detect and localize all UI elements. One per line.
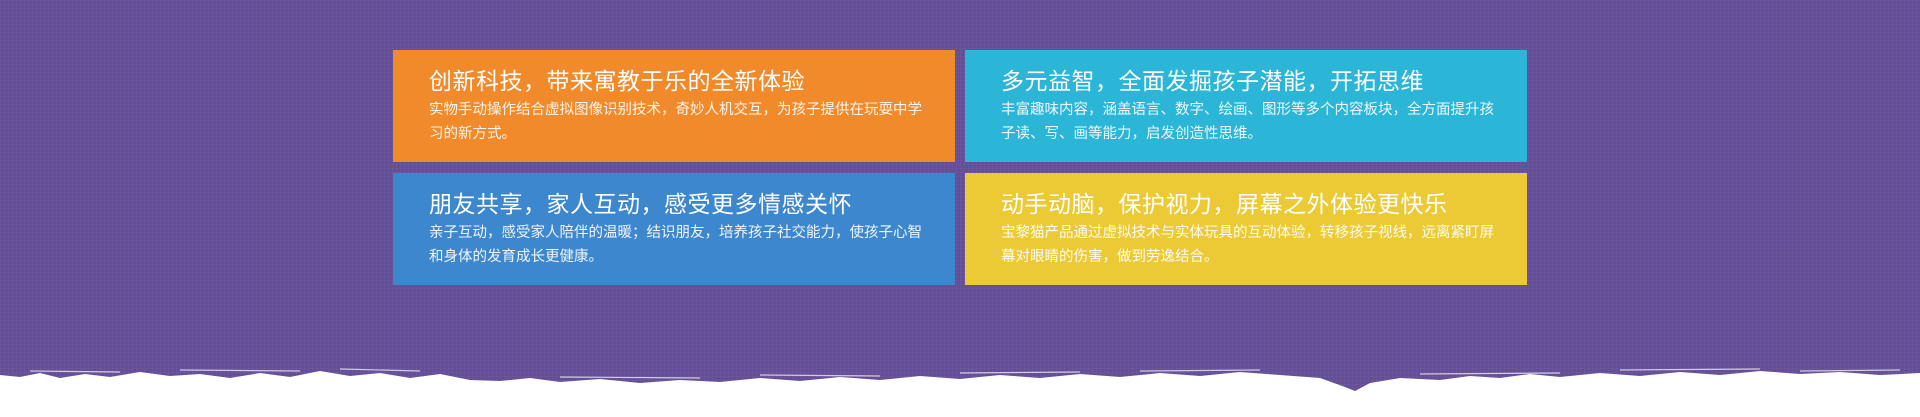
card-description: 实物手动操作结合虚拟图像识别技术，奇妙人机交互，为孩子提供在玩耍中学习的新方式。 (429, 102, 922, 142)
feature-card-education: 多元益智，全面发掘孩子潜能，开拓思维 丰富趣味内容，涵盖语言、数字、绘画、图形等… (965, 50, 1527, 162)
torn-paper-edge (0, 368, 1920, 417)
card-title: 动手动脑，保护视力，屏幕之外体验更快乐 (1001, 192, 1448, 218)
card-description: 丰富趣味内容，涵盖语言、数字、绘画、图形等多个内容板块，全方面提升孩子读、写、画… (1001, 102, 1494, 142)
card-title: 多元益智，全面发掘孩子潜能，开拓思维 (1001, 69, 1424, 95)
torn-edge-fibers (29, 368, 1901, 379)
card-title: 创新科技，带来寓教于乐的全新体验 (429, 69, 805, 95)
card-description: 宝黎猫产品通过虚拟技术与实体玩具的互动体验，转移孩子视线，远离紧盯屏幕对眼睛的伤… (1001, 225, 1494, 265)
feature-card-innovation: 创新科技，带来寓教于乐的全新体验 实物手动操作结合虚拟图像识别技术，奇妙人机交互… (393, 50, 955, 162)
torn-edge-shape (0, 371, 1920, 417)
feature-card-eyesight: 动手动脑，保护视力，屏幕之外体验更快乐 宝黎猫产品通过虚拟技术与实体玩具的互动体… (965, 173, 1527, 285)
feature-card-family: 朋友共享，家人互动，感受更多情感关怀 亲子互动，感受家人陪伴的温暖；结识朋友，培… (393, 173, 955, 285)
card-title: 朋友共享，家人互动，感受更多情感关怀 (429, 192, 852, 218)
card-description: 亲子互动，感受家人陪伴的温暖；结识朋友，培养孩子社交能力，使孩子心智和身体的发育… (429, 225, 922, 265)
